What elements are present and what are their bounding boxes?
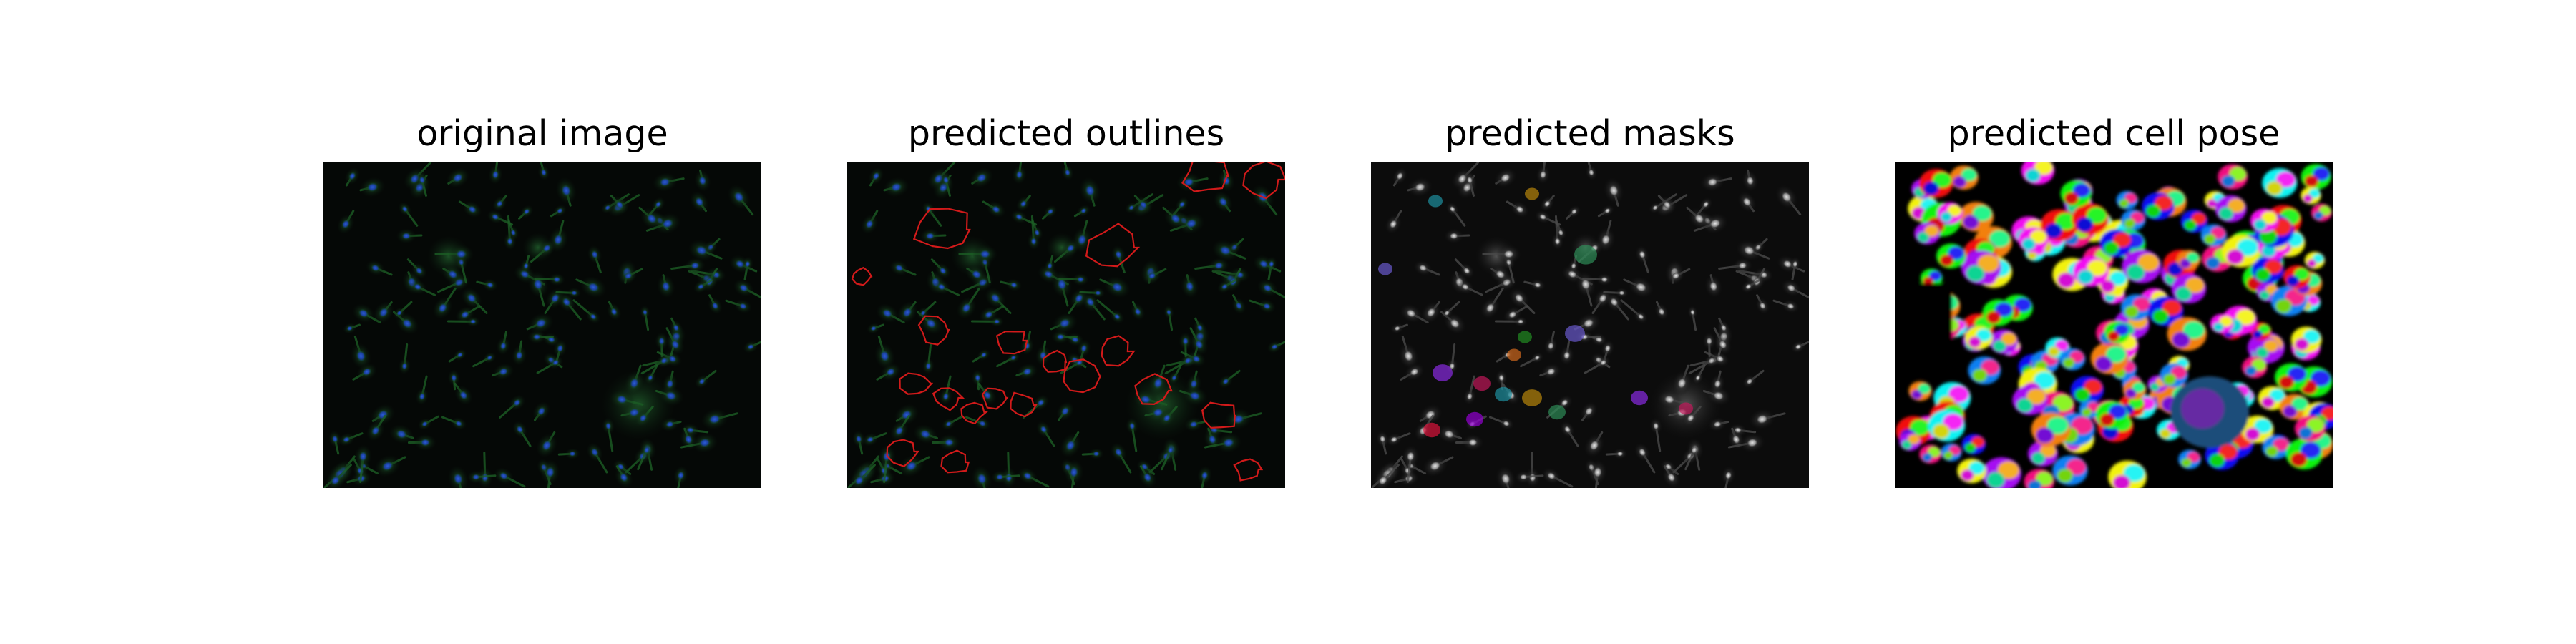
outline-overlay <box>851 162 1285 482</box>
panel-title: predicted masks <box>1445 113 1735 154</box>
predicted-outlines-picture <box>847 162 1285 488</box>
panel-title: original image <box>416 113 668 154</box>
predicted-cell-pose-picture <box>1895 162 2333 488</box>
panel-original-image: original image <box>323 111 761 488</box>
cell-field <box>847 162 1285 488</box>
flow-field <box>1895 162 2333 488</box>
original-image-picture <box>323 162 761 488</box>
cell-field <box>323 162 761 488</box>
panel-predicted-cell-pose: predicted cell pose <box>1895 111 2333 488</box>
panel-title: predicted outlines <box>907 113 1225 154</box>
mask-overlay <box>1378 187 1693 438</box>
panel-title: predicted cell pose <box>1947 113 2280 154</box>
panel-predicted-outlines: predicted outlines <box>847 111 1285 488</box>
panel-predicted-masks: predicted masks <box>1371 111 1809 488</box>
grayscale-field <box>1371 162 1809 488</box>
predicted-masks-picture <box>1371 162 1809 488</box>
